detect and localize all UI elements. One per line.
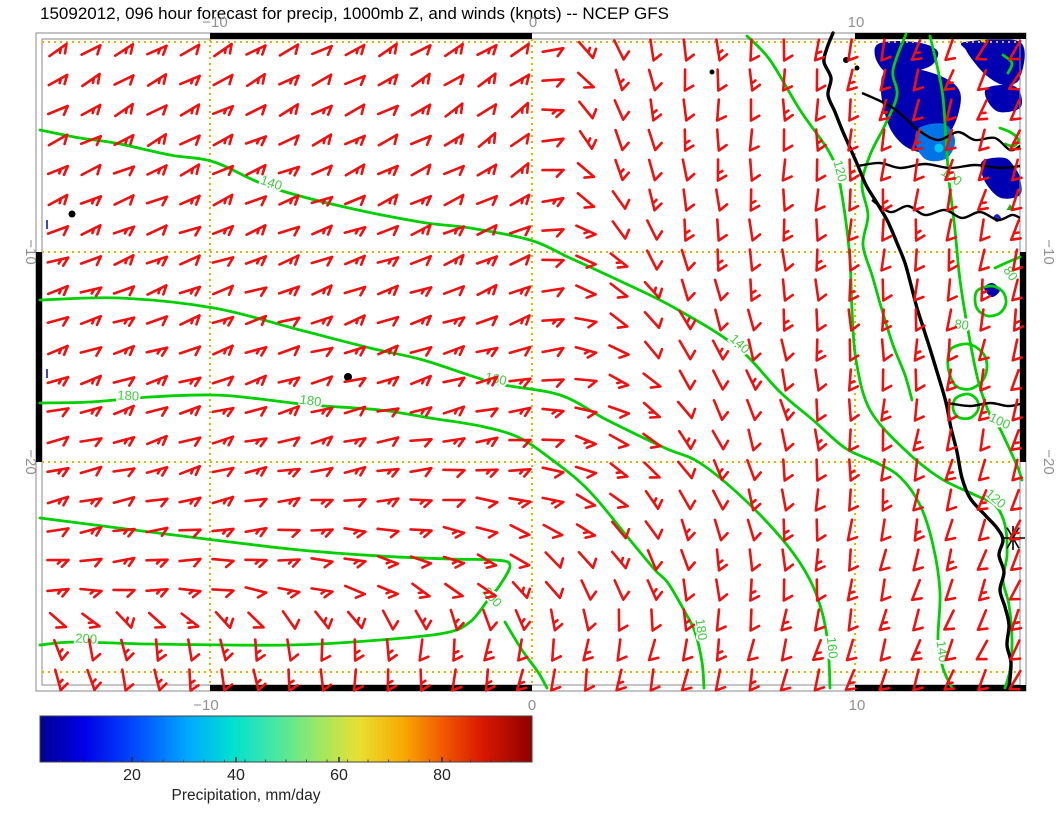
latlon-gridlines-layer: [42, 39, 1020, 685]
height-contour-160: [38, 296, 832, 690]
coastline: [822, 31, 1013, 690]
height-contour-80: [951, 392, 981, 421]
axis-label-top: −10: [202, 14, 227, 31]
contour-label: 200: [75, 630, 97, 646]
contour-label: 180: [299, 392, 322, 410]
height-contour-80: [860, 32, 914, 402]
colorbar-caption: Precipitation, mm/day: [171, 787, 320, 804]
coastline-borders-layer: [46, 31, 1025, 690]
contour-label: 120: [830, 158, 850, 183]
island-dot: [68, 210, 76, 218]
height-contour-200: [38, 516, 512, 647]
colorbar-tick-label: 40: [227, 767, 245, 784]
height-contour-100: [928, 34, 1024, 482]
precip-patch: [874, 41, 939, 79]
colorbar-gradient-bar: [39, 715, 533, 763]
axis-label-right: −10: [1040, 239, 1056, 264]
axis-label-left: −10: [22, 239, 39, 264]
colorbar-tick-label: 60: [330, 767, 348, 784]
axis-label-left: −20: [22, 449, 39, 474]
axis-label-top: 0: [529, 14, 537, 31]
frame-band-top: [210, 33, 532, 39]
height-contour-80: [993, 255, 1022, 270]
height-contour-80: [973, 284, 1008, 318]
precip-patch-cyan: [934, 143, 944, 153]
blue-tick-mark: [46, 369, 48, 378]
colorbar-layer: 20 40 60 80 Precipitation, mm/day: [39, 715, 533, 804]
axis-tick-labels-layer: −10 0 10 −10 0 10 −10 −20 −10 −20: [22, 14, 1056, 714]
blue-tick-mark: [46, 220, 48, 229]
plot-title: 15092012, 096 hour forecast for precip, …: [40, 4, 669, 23]
contour-label: 180: [693, 618, 711, 642]
frame-band-bottom: [855, 685, 1026, 691]
height-contour-200: [503, 620, 549, 690]
axis-label-bottom: 0: [528, 697, 536, 714]
country-border: [857, 161, 1021, 170]
colorbar-tick-label: 20: [123, 767, 141, 784]
country-border: [871, 199, 1021, 222]
wind-barbs: [46, 38, 1025, 692]
axis-label-bottom: 10: [849, 697, 866, 714]
frame-band-left: [36, 252, 42, 462]
height-contour-80: [946, 342, 989, 391]
island-dot: [344, 373, 352, 381]
frame-band-top: [855, 33, 1026, 39]
height-contour-120: [745, 34, 1014, 690]
contour-label: 80: [953, 316, 969, 333]
contour-label: 100: [987, 410, 1013, 433]
height-contour-60: [1001, 53, 1014, 75]
height-contour-140: [38, 128, 954, 690]
precip-patch: [984, 84, 1023, 113]
axis-label-bottom: −10: [193, 697, 218, 714]
contour-label: 160: [824, 636, 841, 659]
wind-barbs-layer: [46, 38, 1025, 692]
island-dot: [709, 69, 715, 75]
contour-label: 180: [117, 387, 139, 403]
country-border: [946, 401, 1021, 408]
lake-dot: [854, 65, 860, 71]
frame-band-bottom: [210, 685, 532, 691]
country-border: [861, 91, 1021, 152]
axis-label-top: 10: [848, 14, 865, 31]
colorbar-tick-label: 80: [433, 767, 451, 784]
axis-label-right: −20: [1040, 449, 1056, 474]
